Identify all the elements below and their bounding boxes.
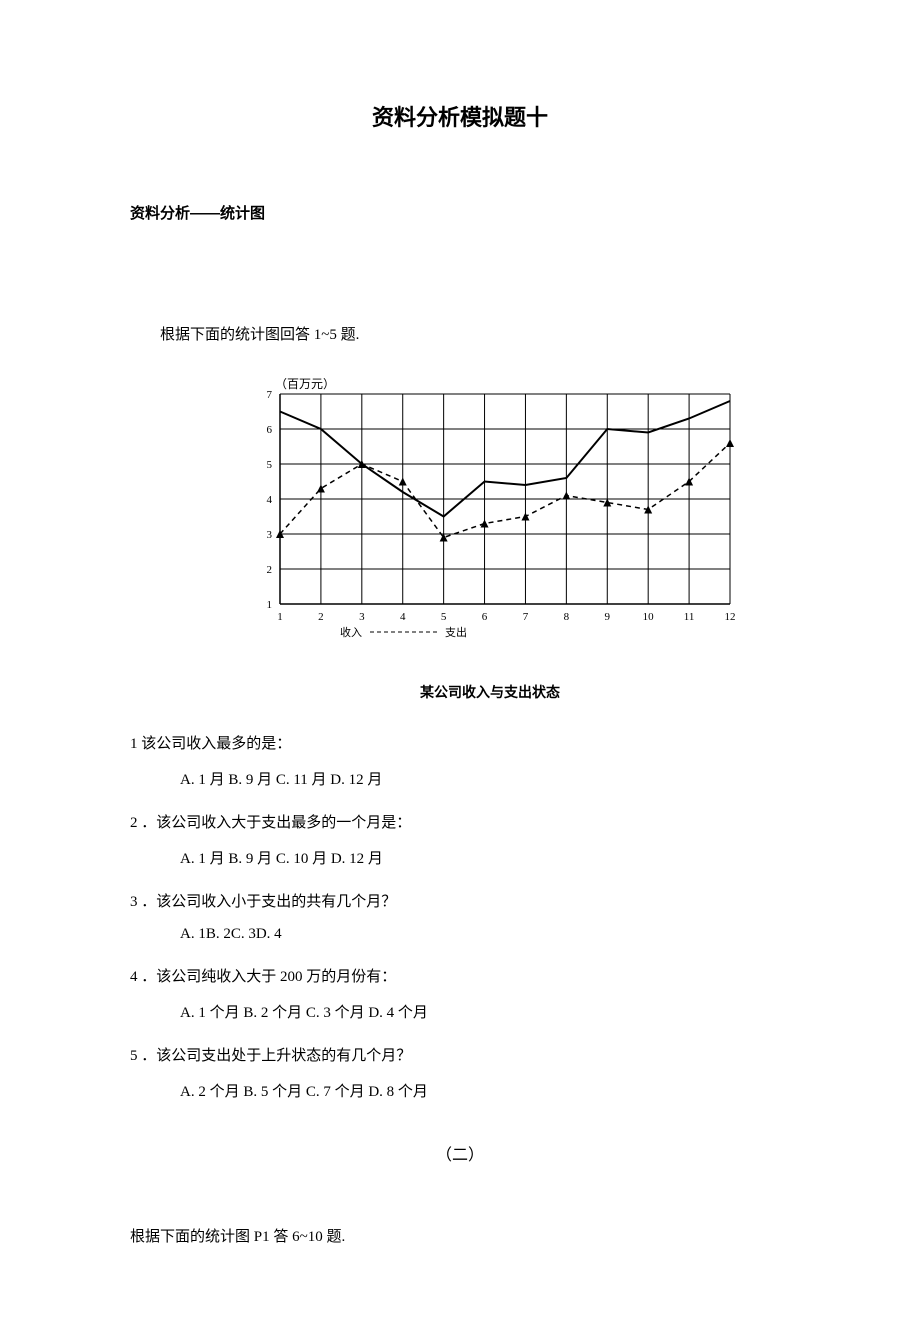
chart-caption: 某公司收入与支出状态: [190, 682, 790, 702]
chart-svg: （百万元）1234567123456789101112收入支出: [240, 374, 760, 664]
svg-text:4: 4: [267, 494, 273, 506]
question-options: A. 1B. 2C. 3D. 4: [180, 926, 790, 943]
svg-text:8: 8: [564, 611, 570, 623]
svg-text:2: 2: [267, 564, 273, 576]
question-options: A. 1 月 B. 9 月 C. 11 月 D. 12 月: [180, 768, 790, 789]
svg-text:3: 3: [267, 529, 273, 541]
svg-text:4: 4: [400, 611, 406, 623]
question: 1 该公司收入最多的是：: [130, 732, 790, 756]
question-list: 1 该公司收入最多的是： A. 1 月 B. 9 月 C. 11 月 D. 12 …: [130, 732, 790, 1101]
question-options: A. 1 个月 B. 2 个月 C. 3 个月 D. 4 个月: [180, 1001, 790, 1022]
svg-text:9: 9: [605, 611, 611, 623]
line-chart: （百万元）1234567123456789101112收入支出: [240, 374, 790, 664]
instruction-2: 根据下面的统计图 P1 答 6~10 题.: [130, 1225, 790, 1246]
svg-text:5: 5: [267, 459, 273, 471]
instruction-1: 根据下面的统计图回答 1~5 题.: [160, 323, 790, 344]
svg-text:3: 3: [359, 611, 365, 623]
svg-text:1: 1: [267, 599, 273, 611]
svg-text:1: 1: [277, 611, 283, 623]
question-options: A. 1 月 B. 9 月 C. 10 月 D. 12 月: [180, 847, 790, 868]
svg-text:6: 6: [482, 611, 488, 623]
question: 5 ．该公司支出处于上升状态的有几个月？: [130, 1044, 790, 1068]
question-options: A. 2 个月 B. 5 个月 C. 7 个月 D. 8 个月: [180, 1080, 790, 1101]
svg-text:7: 7: [267, 389, 273, 401]
question: 3 ．该公司收入小于支出的共有几个月？: [130, 890, 790, 914]
question: 4 ．该公司纯收入大于 200 万的月份有：: [130, 965, 790, 989]
section-two-label: （二）: [130, 1141, 790, 1165]
page-title: 资料分析模拟题十: [130, 100, 790, 132]
svg-text:6: 6: [267, 424, 273, 436]
svg-text:7: 7: [523, 611, 529, 623]
svg-text:5: 5: [441, 611, 447, 623]
svg-text:（百万元）: （百万元）: [275, 377, 335, 391]
svg-text:10: 10: [643, 611, 655, 623]
svg-text:2: 2: [318, 611, 324, 623]
svg-text:12: 12: [725, 611, 736, 623]
svg-text:收入: 收入: [340, 625, 362, 639]
document-page: 资料分析模拟题十 资料分析——统计图 根据下面的统计图回答 1~5 题. （百万…: [0, 0, 920, 1336]
section-label: 资料分析——统计图: [130, 202, 790, 223]
question: 2 ．该公司收入大于支出最多的一个月是：: [130, 811, 790, 835]
svg-text:11: 11: [684, 611, 695, 623]
svg-text:支出: 支出: [445, 625, 467, 639]
